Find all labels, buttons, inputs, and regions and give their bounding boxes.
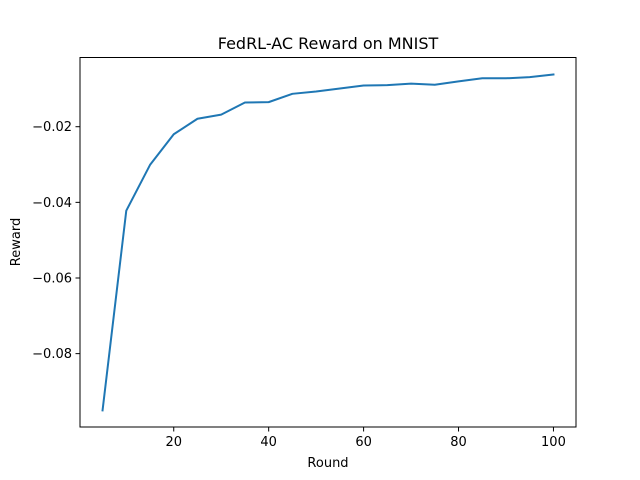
x-tick-label: 80 xyxy=(450,435,467,450)
y-tick-label: −0.04 xyxy=(32,196,72,211)
x-tick-label: 100 xyxy=(541,435,566,450)
y-tick-label: −0.06 xyxy=(32,271,72,286)
x-tick-label: 20 xyxy=(165,435,182,450)
x-tick-label: 40 xyxy=(260,435,277,450)
y-axis-label: Reward xyxy=(9,218,24,266)
y-tick-label: −0.02 xyxy=(32,120,72,135)
plot-area xyxy=(75,57,577,432)
x-tick-label: 60 xyxy=(355,435,372,450)
plot-frame xyxy=(79,57,577,428)
x-axis-label: Round xyxy=(307,456,348,471)
series-line xyxy=(101,73,555,412)
chart-title: FedRL-AC Reward on MNIST xyxy=(218,34,439,53)
y-tick-label: −0.08 xyxy=(32,347,72,362)
